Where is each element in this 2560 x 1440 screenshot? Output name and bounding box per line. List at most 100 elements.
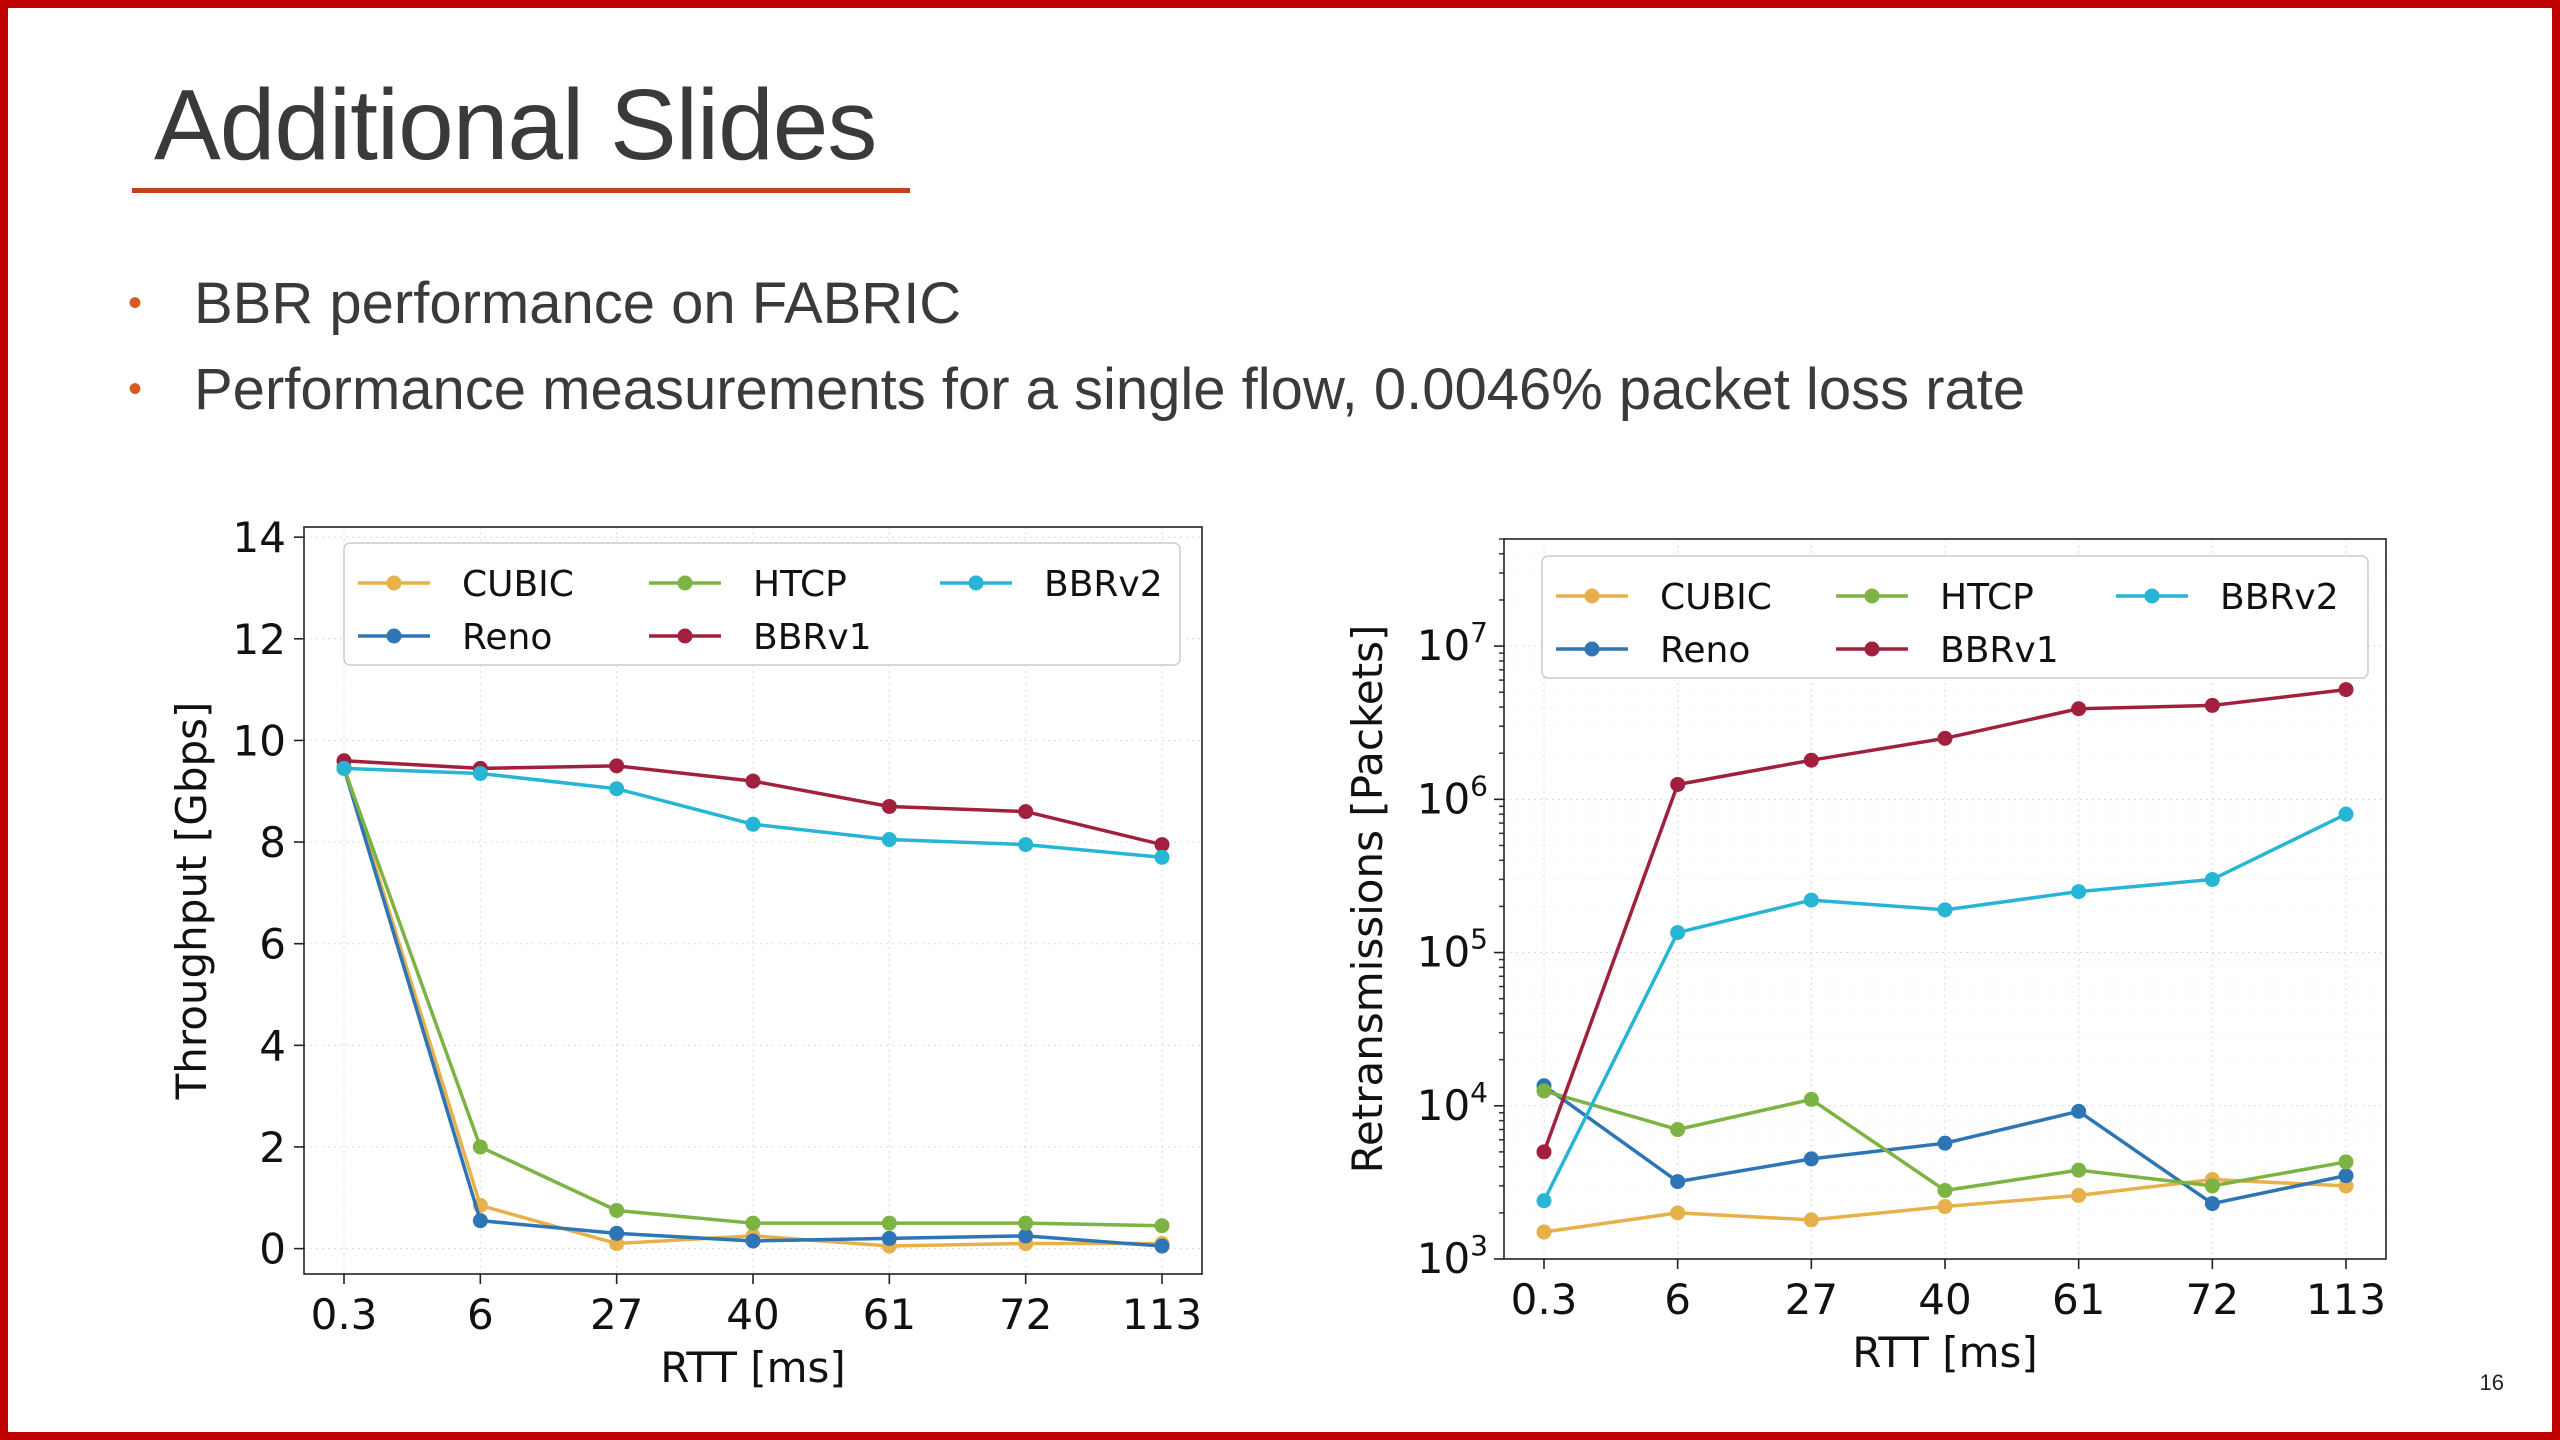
data-point-htcp [1536, 1083, 1552, 1099]
data-point-reno [2338, 1168, 2354, 1184]
legend-marker-cubic [1584, 588, 1600, 604]
slide-title: Additional Slides [154, 69, 877, 181]
x-tick-label: 113 [1122, 1290, 1202, 1339]
data-point-htcp [609, 1202, 625, 1218]
legend-label-bbrv2: BBRv2 [1044, 564, 1163, 605]
data-point-htcp [2071, 1162, 2087, 1178]
data-point-bbrv2 [336, 760, 352, 776]
series-line-bbrv1 [1542, 687, 2347, 1153]
data-point-bbrv2 [1670, 925, 1686, 941]
x-tick-label: 72 [2186, 1275, 2239, 1324]
x-axis-label: RTT [ms] [1852, 1328, 2038, 1377]
data-point-bbrv2 [1536, 1193, 1552, 1209]
data-point-bbrv1 [881, 798, 897, 814]
y-tick-label: 0 [259, 1225, 286, 1274]
data-point-cubic [2338, 1178, 2354, 1194]
data-point-htcp [1018, 1215, 1034, 1231]
bullet-list: • BBR performance on FABRIC • Performanc… [128, 260, 2025, 432]
x-tick-label: 27 [590, 1290, 643, 1339]
data-point-reno [745, 1233, 761, 1249]
legend-label-bbrv1: BBRv1 [753, 617, 872, 658]
data-point-bbrv2 [472, 765, 488, 781]
y-tick-label: 106 [1417, 769, 1488, 823]
data-point-reno [1803, 1151, 1819, 1167]
bullet-text: Performance measurements for a single fl… [194, 356, 2026, 422]
y-tick-label: 8 [259, 818, 286, 867]
data-point-bbrv1 [1670, 776, 1686, 792]
data-point-htcp [1670, 1122, 1686, 1138]
throughput-chart: 0 2 4 6 8 10 12 14 0.3 6 27 40 61 72 113 RTT [ms] Throug… [158, 513, 1218, 1413]
data-point-htcp [1154, 1218, 1170, 1234]
data-point-bbrv1 [1154, 837, 1170, 853]
x-tick-label: 6 [467, 1290, 494, 1339]
data-point-bbrv1 [2204, 697, 2220, 713]
data-point-bbrv2 [1803, 892, 1819, 908]
legend-label-bbrv2: BBRv2 [2220, 577, 2339, 618]
legend-marker-reno [386, 628, 402, 644]
data-point-bbrv1 [1937, 730, 1953, 746]
y-tick-label: 14 [233, 513, 286, 562]
legend-marker-bbrv1 [1864, 641, 1880, 657]
y-tick-label: 10 [233, 716, 286, 765]
data-point-reno [609, 1225, 625, 1241]
bullet-item: • BBR performance on FABRIC [128, 260, 2025, 346]
data-point-reno [1154, 1238, 1170, 1254]
page-number: 16 [2479, 1370, 2504, 1395]
retransmissions-chart-svg: 103 104 105 106 107 0.3 6 27 40 61 72 113 RTT [ms] Re… [1343, 538, 2387, 1377]
y-tick-label: 103 [1417, 1229, 1488, 1283]
legend-marker-reno [1584, 641, 1600, 657]
data-point-bbrv2 [1018, 837, 1034, 853]
data-point-reno [1937, 1135, 1953, 1151]
bullet-item: • Performance measurements for a single … [128, 346, 2025, 432]
x-tick-label: 6 [1664, 1275, 1691, 1324]
legend-marker-bbrv1 [677, 628, 693, 644]
throughput-chart-svg: 0 2 4 6 8 10 12 14 0.3 6 27 40 61 72 113 RTT [ms] Throug… [167, 513, 1203, 1392]
data-point-reno [1670, 1174, 1686, 1190]
y-axis-label: Throughput [Gbps] [167, 702, 216, 1101]
data-point-htcp [2204, 1178, 2220, 1194]
data-point-bbrv1 [1536, 1144, 1552, 1160]
x-tick-label: 40 [1918, 1275, 1971, 1324]
x-tick-label: 72 [999, 1290, 1052, 1339]
y-tick-label: 105 [1417, 923, 1488, 977]
x-axis-label: RTT [ms] [660, 1343, 846, 1392]
data-point-bbrv1 [1803, 752, 1819, 768]
legend-marker-htcp [677, 575, 693, 591]
legend-label-reno: Reno [1660, 630, 1750, 671]
data-point-bbrv1 [609, 758, 625, 774]
y-tick-label: 104 [1417, 1076, 1488, 1130]
data-point-bbrv1 [1018, 804, 1034, 820]
data-point-cubic [1536, 1224, 1552, 1240]
data-point-bbrv2 [881, 832, 897, 848]
bullet-text: BBR performance on FABRIC [194, 270, 962, 336]
y-tick-label: 4 [259, 1021, 286, 1070]
bullet-icon: • [128, 366, 143, 411]
data-point-bbrv2 [1937, 902, 1953, 918]
data-point-htcp [472, 1139, 488, 1155]
data-point-reno [2204, 1196, 2220, 1212]
legend-marker-bbrv2 [2144, 588, 2160, 604]
data-point-htcp [2338, 1154, 2354, 1170]
title-underline [132, 188, 910, 193]
x-tick-label: 61 [2052, 1275, 2105, 1324]
legend-label-cubic: CUBIC [462, 564, 574, 605]
data-point-bbrv1 [745, 773, 761, 789]
bullet-icon: • [128, 280, 143, 325]
data-point-reno [1018, 1228, 1034, 1244]
legend-label-bbrv1: BBRv1 [1940, 630, 2059, 671]
x-tick-label: 61 [863, 1290, 916, 1339]
data-point-reno [881, 1230, 897, 1246]
data-point-bbrv2 [1154, 849, 1170, 865]
legend-marker-htcp [1864, 588, 1880, 604]
data-point-cubic [1803, 1212, 1819, 1228]
x-tick-label: 27 [1785, 1275, 1838, 1324]
x-tick-label: 40 [726, 1290, 779, 1339]
data-point-bbrv1 [2071, 701, 2087, 717]
data-point-bbrv2 [609, 781, 625, 797]
data-point-reno [472, 1213, 488, 1229]
data-point-htcp [1803, 1091, 1819, 1107]
x-tick-label: 0.3 [1511, 1275, 1578, 1324]
data-point-cubic [2071, 1187, 2087, 1203]
legend-marker-cubic [386, 575, 402, 591]
y-axis-label: Retransmissions [Packets] [1343, 625, 1392, 1174]
